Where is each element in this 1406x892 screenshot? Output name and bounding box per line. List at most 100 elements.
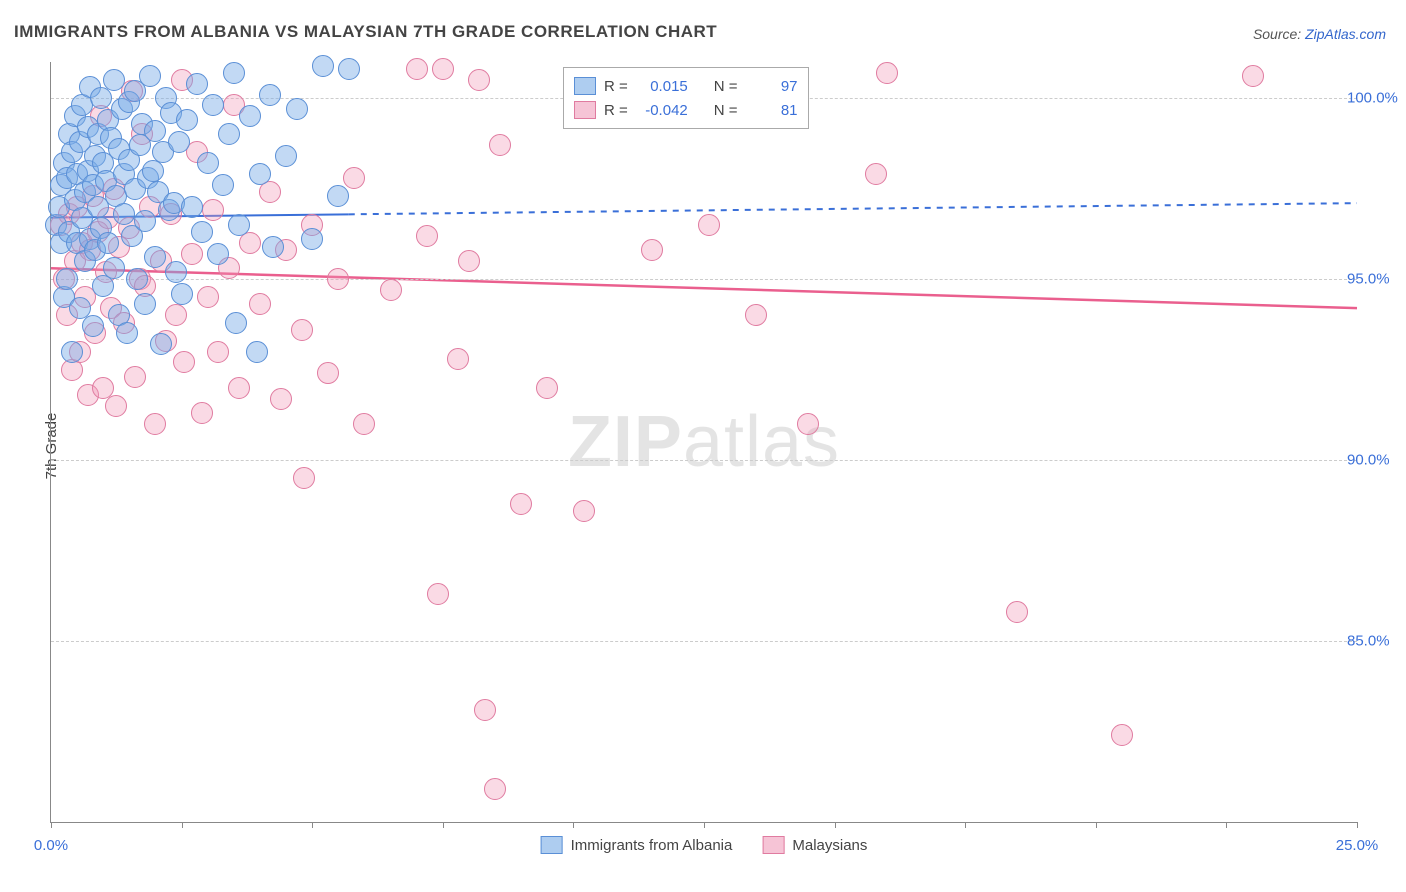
legend-n-value: 81: [746, 102, 798, 119]
data-point-malaysians: [317, 362, 339, 384]
data-point-albania: [218, 123, 240, 145]
data-point-albania: [181, 196, 203, 218]
legend-r-value: -0.042: [636, 102, 688, 119]
data-point-malaysians: [124, 366, 146, 388]
x-tick: [443, 822, 444, 828]
legend-n-value: 97: [746, 78, 798, 95]
data-point-albania: [171, 283, 193, 305]
legend-swatch-icon: [541, 836, 563, 854]
x-tick: [573, 822, 574, 828]
data-point-malaysians: [416, 225, 438, 247]
watermark: ZIPatlas: [568, 401, 840, 483]
x-tick: [1226, 822, 1227, 828]
legend-swatch-icon: [574, 101, 596, 119]
data-point-albania: [286, 98, 308, 120]
scatter-plot-area: ZIPatlas 85.0%90.0%95.0%100.0%0.0%25.0%R…: [50, 62, 1357, 823]
data-point-malaysians: [484, 778, 506, 800]
legend-item-malaysians: Malaysians: [762, 836, 867, 854]
data-point-malaysians: [876, 62, 898, 84]
data-point-malaysians: [447, 348, 469, 370]
data-point-albania: [207, 243, 229, 265]
legend-swatch-icon: [762, 836, 784, 854]
data-point-albania: [197, 152, 219, 174]
trend-lines-layer: [51, 62, 1357, 822]
legend-series-label: Malaysians: [792, 837, 867, 854]
data-point-albania: [228, 214, 250, 236]
y-tick-label: 85.0%: [1347, 633, 1390, 650]
x-tick: [704, 822, 705, 828]
source-prefix: Source:: [1253, 26, 1305, 42]
legend-stats-box: R =0.015N =97R =-0.042N =81: [563, 67, 809, 129]
legend-bottom: Immigrants from Albania Malaysians: [541, 836, 868, 854]
data-point-albania: [103, 69, 125, 91]
legend-swatch-icon: [574, 77, 596, 95]
data-point-malaysians: [380, 279, 402, 301]
x-tick: [312, 822, 313, 828]
data-point-malaysians: [1006, 601, 1028, 623]
data-point-malaysians: [510, 493, 532, 515]
data-point-albania: [225, 312, 247, 334]
data-point-albania: [246, 341, 268, 363]
data-point-malaysians: [406, 58, 428, 80]
data-point-malaysians: [573, 500, 595, 522]
source-link[interactable]: ZipAtlas.com: [1305, 26, 1386, 42]
data-point-malaysians: [865, 163, 887, 185]
data-point-malaysians: [173, 351, 195, 373]
data-point-malaysians: [797, 413, 819, 435]
data-point-albania: [139, 65, 161, 87]
data-point-malaysians: [468, 69, 490, 91]
data-point-albania: [275, 145, 297, 167]
y-tick-label: 100.0%: [1347, 90, 1398, 107]
data-point-malaysians: [181, 243, 203, 265]
data-point-malaysians: [1242, 65, 1264, 87]
gridline: [51, 460, 1357, 461]
x-tick-label: 25.0%: [1336, 837, 1379, 854]
data-point-malaysians: [197, 286, 219, 308]
data-point-malaysians: [293, 467, 315, 489]
data-point-albania: [176, 109, 198, 131]
data-point-malaysians: [343, 167, 365, 189]
x-tick: [1096, 822, 1097, 828]
data-point-albania: [191, 221, 213, 243]
trend-line-malaysians: [51, 268, 1357, 308]
legend-r-label: R =: [604, 102, 628, 119]
data-point-albania: [212, 174, 234, 196]
data-point-albania: [327, 185, 349, 207]
source-attribution: Source: ZipAtlas.com: [1253, 26, 1386, 42]
data-point-albania: [144, 246, 166, 268]
data-point-albania: [249, 163, 271, 185]
data-point-malaysians: [698, 214, 720, 236]
gridline: [51, 641, 1357, 642]
data-point-malaysians: [536, 377, 558, 399]
y-tick-label: 90.0%: [1347, 452, 1390, 469]
data-point-malaysians: [165, 304, 187, 326]
data-point-malaysians: [191, 402, 213, 424]
data-point-malaysians: [249, 293, 271, 315]
data-point-malaysians: [427, 583, 449, 605]
data-point-albania: [116, 322, 138, 344]
x-tick: [835, 822, 836, 828]
data-point-albania: [134, 210, 156, 232]
data-point-albania: [301, 228, 323, 250]
gridline: [51, 279, 1357, 280]
data-point-malaysians: [291, 319, 313, 341]
x-tick-label: 0.0%: [34, 837, 68, 854]
legend-n-label: N =: [714, 102, 738, 119]
data-point-albania: [338, 58, 360, 80]
x-tick: [965, 822, 966, 828]
data-point-malaysians: [432, 58, 454, 80]
data-point-malaysians: [489, 134, 511, 156]
data-point-albania: [202, 94, 224, 116]
data-point-albania: [113, 203, 135, 225]
data-point-malaysians: [745, 304, 767, 326]
data-point-malaysians: [228, 377, 250, 399]
data-point-malaysians: [270, 388, 292, 410]
data-point-albania: [168, 131, 190, 153]
data-point-malaysians: [458, 250, 480, 272]
data-point-albania: [186, 73, 208, 95]
data-point-malaysians: [353, 413, 375, 435]
data-point-albania: [134, 293, 156, 315]
legend-series-label: Immigrants from Albania: [571, 837, 733, 854]
legend-r-label: R =: [604, 78, 628, 95]
chart-title: IMMIGRANTS FROM ALBANIA VS MALAYSIAN 7TH…: [14, 22, 717, 42]
